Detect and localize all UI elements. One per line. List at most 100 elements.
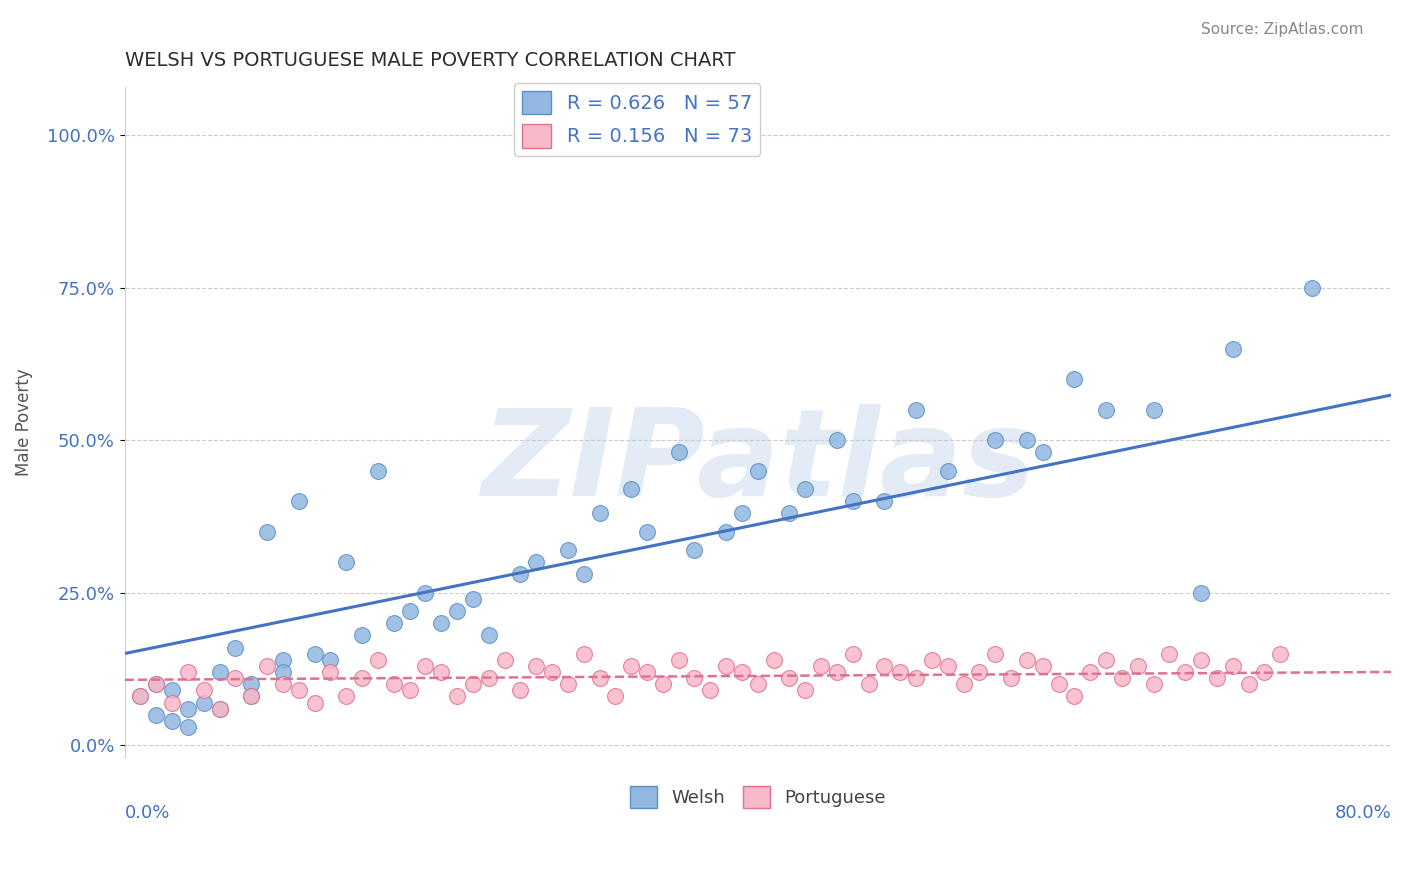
Point (415, 585, 437, 599)
Point (352, 671, 374, 685)
Point (605, 690, 627, 704)
Point (668, 445, 690, 459)
Point (731, 507, 754, 521)
Point (1015, 434, 1038, 448)
Point (430, 616, 453, 631)
Point (160, 714, 183, 728)
Point (1301, 281, 1323, 295)
Point (873, 494, 896, 508)
Point (304, 696, 326, 710)
Point (478, 671, 501, 685)
Point (683, 671, 706, 685)
Point (1142, 677, 1164, 691)
Point (509, 683, 531, 698)
Point (778, 507, 800, 521)
Legend: Welsh, Portuguese: Welsh, Portuguese (623, 779, 893, 815)
Point (145, 707, 167, 722)
Point (825, 434, 848, 448)
Point (810, 659, 832, 673)
Point (319, 665, 342, 679)
Point (446, 604, 468, 618)
Point (1270, 647, 1292, 661)
Point (478, 628, 501, 642)
Point (714, 524, 737, 539)
Point (1222, 659, 1244, 673)
Point (271, 653, 294, 667)
Point (1032, 445, 1054, 459)
Point (524, 555, 547, 569)
Point (256, 524, 278, 539)
Text: WELSH VS PORTUGUESE MALE POVERTY CORRELATION CHART: WELSH VS PORTUGUESE MALE POVERTY CORRELA… (125, 51, 735, 70)
Point (747, 464, 769, 478)
Point (1205, 671, 1227, 685)
Point (747, 677, 769, 691)
Point (557, 677, 579, 691)
Point (1189, 585, 1212, 599)
Point (177, 665, 200, 679)
Point (1063, 372, 1085, 386)
Point (240, 677, 263, 691)
Point (304, 647, 326, 661)
Point (1222, 342, 1244, 356)
Point (398, 683, 420, 698)
Point (842, 494, 865, 508)
Point (873, 659, 896, 673)
Point (858, 677, 880, 691)
Point (557, 543, 579, 558)
Point (1095, 653, 1118, 667)
Point (177, 701, 200, 715)
Text: Source: ZipAtlas.com: Source: ZipAtlas.com (1201, 22, 1364, 37)
Point (588, 671, 610, 685)
Point (240, 690, 263, 704)
Point (382, 616, 405, 631)
Point (193, 683, 215, 698)
Point (731, 665, 754, 679)
Point (842, 647, 865, 661)
Point (1095, 402, 1118, 417)
Point (1189, 653, 1212, 667)
Point (825, 665, 848, 679)
Point (889, 665, 911, 679)
Point (208, 701, 231, 715)
Point (1174, 665, 1197, 679)
Point (952, 677, 974, 691)
Point (905, 671, 928, 685)
Point (762, 653, 785, 667)
Point (683, 543, 706, 558)
Point (572, 567, 595, 582)
Point (699, 683, 721, 698)
Point (145, 677, 167, 691)
Point (382, 677, 405, 691)
Point (969, 665, 991, 679)
Point (335, 555, 357, 569)
Point (936, 464, 959, 478)
Point (936, 659, 959, 673)
Point (1126, 659, 1149, 673)
Text: ZIPatlas: ZIPatlas (481, 404, 1035, 521)
Point (208, 701, 231, 715)
Point (129, 690, 152, 704)
Point (651, 677, 673, 691)
Point (509, 567, 531, 582)
Point (271, 677, 294, 691)
Point (287, 494, 309, 508)
Point (620, 659, 643, 673)
Point (1111, 671, 1133, 685)
Point (636, 665, 658, 679)
Point (224, 671, 246, 685)
Point (636, 524, 658, 539)
Point (794, 683, 817, 698)
Point (794, 482, 817, 496)
Point (984, 647, 1007, 661)
Point (1159, 647, 1181, 661)
Point (129, 690, 152, 704)
Point (1078, 665, 1101, 679)
Point (921, 653, 943, 667)
Point (224, 640, 246, 655)
Point (398, 604, 420, 618)
Point (271, 665, 294, 679)
Point (446, 690, 468, 704)
Point (1015, 653, 1038, 667)
Text: 80.0%: 80.0% (1334, 805, 1391, 822)
Text: 0.0%: 0.0% (125, 805, 170, 822)
